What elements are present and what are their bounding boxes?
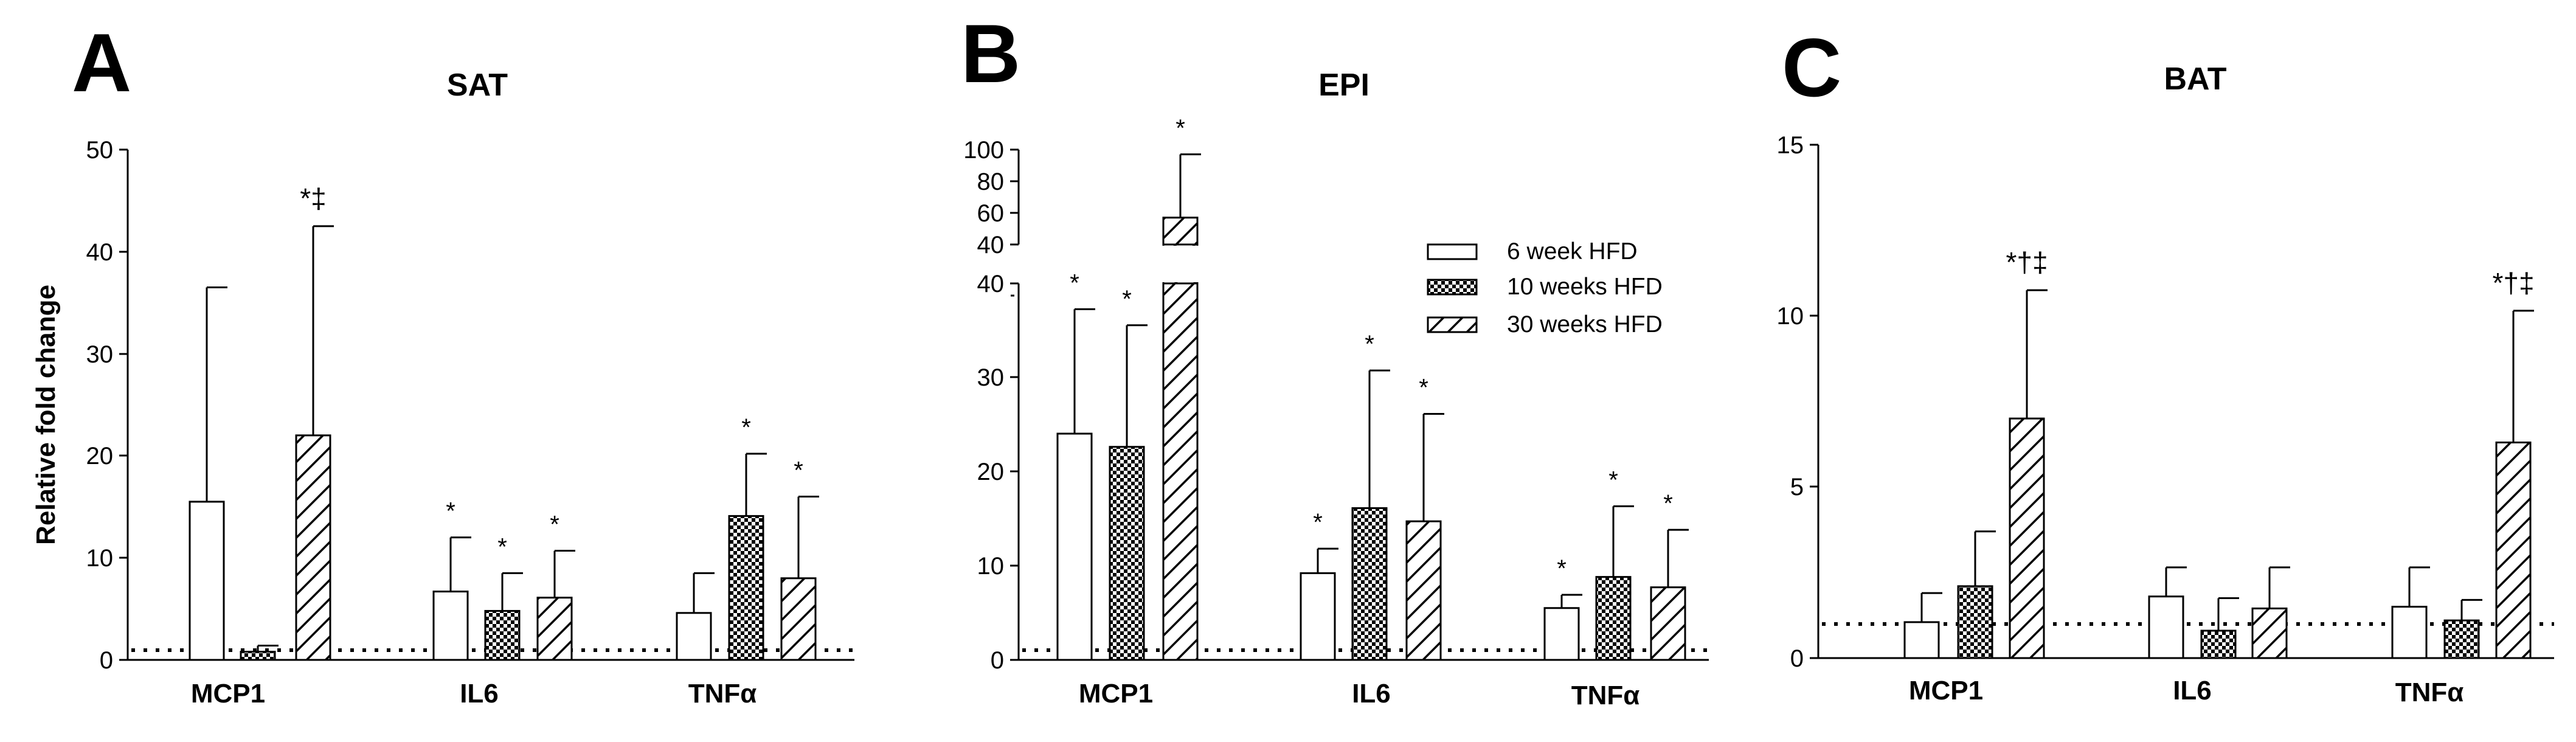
panel-c-category-tnfa: TNFα — [2395, 678, 2464, 707]
panel-a-il6-6-week-bar — [432, 591, 469, 661]
panel-a-y-tick-label: 30 — [86, 341, 114, 368]
panel-a-il6-30-weeks-bar — [536, 597, 573, 661]
panel-b-il6-30-weeks-significance: * — [1419, 374, 1428, 401]
panel-b-tnfa-6-week-significance: * — [1557, 555, 1567, 582]
panel-b-y-tick-label: 0 — [991, 647, 1004, 674]
panel-b-il6-30-weeks-bar — [1405, 520, 1442, 661]
panel-c-tnfa-10-weeks-bar — [2443, 619, 2480, 659]
panel-b-tnfa-30-weeks-bar — [1650, 586, 1686, 661]
panel-c-letter: C — [1782, 21, 1841, 114]
legend-label-6-week: 6 week HFD — [1507, 238, 1638, 265]
panel-a-tnfa-6-week-bar — [676, 612, 712, 661]
panel-a-mcp1-30-weeks-bar — [295, 434, 331, 661]
panel-a-tnfa-10-weeks-bar — [728, 515, 764, 661]
panel-a: A SAT Relative fold change 0 10 20 30 40 50 *… — [31, 16, 854, 709]
panel-b-il6-10-weeks-significance: * — [1365, 331, 1374, 358]
panel-b-tnfa-10-weeks-bar — [1595, 576, 1632, 661]
panel-b-il6-6-week-bar — [1300, 572, 1336, 661]
panel-a-y-tick-label: 0 — [100, 647, 113, 674]
panel-b-y-tick-label: 80 — [977, 168, 1005, 195]
panel-a-tnfa-30-weeks-significance: * — [794, 457, 803, 484]
panel-c-tnfa-6-week-bar — [2391, 606, 2428, 659]
panel-c-title: BAT — [2164, 61, 2226, 97]
panel-a-il6-10-weeks-bar — [484, 609, 521, 661]
panel-c-category-mcp1: MCP1 — [1909, 676, 1983, 706]
panel-b-y-tick-label: 40 — [977, 232, 1005, 258]
panel-a-category-il6: IL6 — [460, 679, 499, 709]
panel-b-tnfa-10-weeks-significance: * — [1608, 466, 1618, 493]
y-axis-label: Relative fold change — [31, 285, 61, 545]
panel-a-mcp1-6-week-bar — [189, 501, 225, 661]
panel-c-mcp1-6-week-bar — [1903, 621, 1940, 659]
panel-b-y-tick-label: 40 — [977, 271, 1005, 297]
panel-a-il6-30-weeks-significance: * — [550, 511, 559, 538]
legend-label-10-weeks: 10 weeks HFD — [1507, 274, 1663, 300]
panel-b-mcp1-30-weeks-significance: * — [1175, 115, 1185, 142]
legend-swatch-30-weeks — [1427, 316, 1478, 333]
panel-b-y-tick-label: 10 — [977, 553, 1005, 580]
panel-a-mcp1-10-weeks-bar — [240, 651, 276, 661]
panel-b-mcp1-6-week-bar — [1056, 432, 1093, 661]
panel-b-category-mcp1: MCP1 — [1079, 679, 1153, 709]
panel-b-y-tick-label: 30 — [977, 364, 1005, 391]
panel-a-y-tick-label: 20 — [86, 443, 114, 470]
panel-b-tnfa-6-week-bar — [1543, 607, 1580, 661]
panel-a-tnfa-10-weeks-significance: * — [741, 414, 751, 441]
panel-c-tnfa-30-weeks-bar — [2495, 441, 2532, 659]
legend: 6 week HFD 10 weeks HFD 30 weeks HFD — [1427, 238, 1663, 338]
panel-c-category-il6: IL6 — [2173, 676, 2212, 706]
panel-a-letter: A — [72, 16, 131, 109]
panel-c: C BAT 0 5 10 15 *†‡ *†‡ MCP1 IL6 TNFα — [1777, 21, 2554, 707]
panel-b-mcp1-6-week-significance: * — [1070, 269, 1079, 296]
panel-b-mcp1-30-weeks-bar — [1162, 217, 1199, 661]
panel-a-il6-6-week-significance: * — [446, 498, 455, 525]
panel-a-category-mcp1: MCP1 — [191, 679, 265, 709]
panel-c-tnfa-30-weeks-significance: *†‡ — [2492, 267, 2534, 299]
panel-c-mcp1-30-weeks-significance: *†‡ — [2006, 246, 2048, 278]
panel-a-y-tick-label: 50 — [86, 137, 114, 164]
panel-b-y-tick-label: 60 — [977, 200, 1005, 227]
panel-b-letter: B — [961, 7, 1020, 100]
panel-c-y-tick-label: 15 — [1777, 132, 1804, 159]
panel-b-il6-10-weeks-bar — [1351, 507, 1388, 661]
panel-b-tnfa-30-weeks-significance: * — [1663, 490, 1673, 517]
panel-b-axis-break-gap — [1155, 246, 1205, 282]
panel-c-mcp1-10-weeks-bar — [1957, 585, 1993, 659]
panel-b-category-tnfa: TNFα — [1571, 681, 1640, 710]
panel-a-y-tick-label: 40 — [86, 239, 114, 266]
panel-c-y-tick-label: 10 — [1777, 303, 1804, 330]
panel-a-category-tnfa: TNFα — [688, 679, 757, 709]
panel-b-y-tick-label: 20 — [977, 459, 1005, 485]
panel-a-y-tick-label: 10 — [86, 545, 114, 572]
panel-a-il6-10-weeks-significance: * — [497, 533, 507, 560]
panel-b-il6-6-week-significance: * — [1313, 509, 1323, 536]
panel-b-mcp1-10-weeks-bar — [1109, 446, 1145, 661]
panel-c-il6-6-week-bar — [2148, 595, 2184, 659]
panel-b-category-il6: IL6 — [1352, 679, 1391, 709]
panel-a-tnfa-30-weeks-bar — [780, 577, 817, 661]
panel-b-mcp1-10-weeks-significance: * — [1122, 286, 1132, 313]
panel-c-il6-10-weeks-bar — [2200, 629, 2237, 659]
legend-swatch-10-weeks — [1427, 279, 1478, 296]
panel-b-title: EPI — [1318, 68, 1369, 103]
panel-a-mcp1-30-weeks-significance: *‡ — [300, 182, 326, 214]
panel-c-mcp1-30-weeks-bar — [2009, 417, 2045, 659]
legend-swatch-6-week — [1427, 243, 1478, 260]
panel-b-y-tick-label: 100 — [963, 137, 1004, 164]
panel-a-title: SAT — [447, 68, 508, 103]
legend-label-30-weeks: 30 weeks HFD — [1507, 311, 1663, 338]
panel-c-y-tick-label: 5 — [1790, 474, 1804, 501]
panel-c-y-tick-label: 0 — [1790, 645, 1804, 672]
panel-c-il6-30-weeks-bar — [2251, 607, 2288, 659]
